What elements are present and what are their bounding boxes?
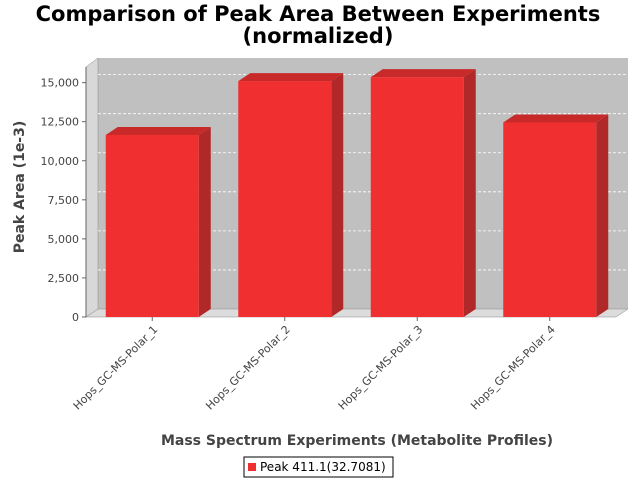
bar-front (105, 134, 199, 317)
bar-top (105, 126, 211, 135)
bar-front (503, 122, 597, 317)
y-axis-label: Peak Area (1e-3) (12, 121, 28, 254)
bar-front (370, 77, 464, 317)
y-tick-label: 0 (72, 311, 79, 324)
bar-4 (503, 114, 609, 317)
bar-front (238, 81, 332, 317)
chart-title-line-1: Comparison of Peak Area Between Experime… (36, 2, 601, 26)
bars (105, 69, 609, 317)
x-tick-label: Hops_GC-MS-Polar_1 (71, 323, 161, 413)
bar-1 (105, 126, 211, 317)
bar-top (503, 114, 609, 123)
plot-area: 0 2,500 5,000 7,500 10,000 12,500 15,000 Hops_… (41, 57, 629, 412)
chart-title-line-2: (normalized) (243, 24, 394, 48)
legend-entry: Peak 411.1(32.7081) (260, 460, 386, 474)
x-tick-label: Hops_GC-MS-Polar_2 (203, 323, 293, 413)
y-axis-ticks: 0 2,500 5,000 7,500 10,000 12,500 15,000 (41, 77, 86, 324)
y-tick-label: 12,500 (41, 116, 80, 129)
bar-top (238, 73, 344, 82)
bar-side (198, 126, 211, 317)
y-tick-label: 7,500 (48, 194, 80, 207)
legend-swatch (248, 463, 256, 471)
bar-side (331, 73, 344, 317)
bar-3 (370, 69, 476, 317)
bar-side (596, 114, 609, 317)
x-axis-ticks: Hops_GC-MS-Polar_1 Hops_GC-MS-Polar_2 Hops… (71, 317, 558, 412)
x-tick-label: Hops_GC-MS-Polar_4 (468, 323, 558, 413)
bar-side (463, 69, 476, 317)
plot-side-wall (85, 57, 99, 318)
bar-2 (238, 73, 344, 317)
legend-box (243, 456, 394, 478)
x-tick-label: Hops_GC-MS-Polar_3 (336, 323, 426, 413)
plot-back-wall (98, 58, 628, 309)
y-tick-label: 15,000 (41, 77, 80, 90)
legend: Peak 411.1(32.7081) (243, 456, 394, 478)
x-axis-label: Mass Spectrum Experiments (Metabolite Pr… (161, 433, 553, 449)
y-tick-label: 5,000 (48, 233, 80, 246)
y-tick-label: 10,000 (41, 155, 80, 168)
y-tick-label: 2,500 (48, 272, 80, 285)
bar-top (370, 69, 476, 78)
